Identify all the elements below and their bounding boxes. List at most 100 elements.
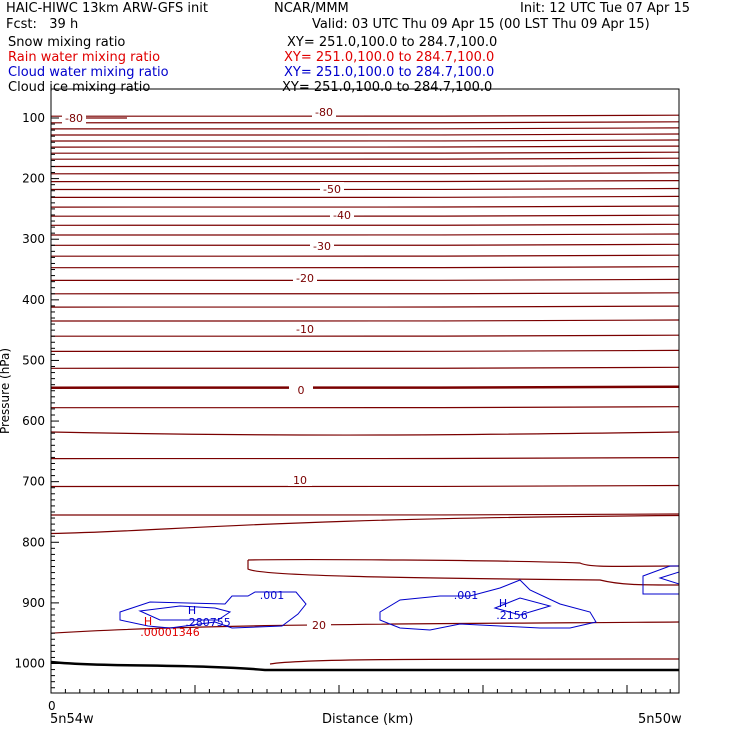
cloud-water-contour — [493, 597, 552, 616]
y-tick-label: 900 — [22, 596, 45, 610]
valid-time: Valid: 03 UTC Thu 09 Apr 15 (00 LST Thu … — [312, 17, 650, 32]
isotherm-line — [50, 151, 680, 154]
isotherm-line — [50, 513, 680, 516]
isotherm-loop — [247, 559, 680, 586]
isotherm-line — [50, 305, 680, 308]
contour-label-bg — [312, 105, 336, 118]
temperature-contours — [50, 114, 680, 672]
contour-label-bg — [289, 383, 313, 396]
isotherm-line — [50, 254, 680, 257]
isotherm-line — [50, 349, 680, 352]
contour-label-bg — [307, 618, 331, 631]
isotherm-line — [50, 114, 680, 117]
temperature-label: 10 — [293, 474, 307, 487]
isotherm-line — [50, 385, 680, 389]
contour-label-bg — [310, 239, 334, 252]
plot-frame — [50, 88, 680, 694]
isotherm-line — [50, 195, 680, 198]
y-tick-label: 1000 — [14, 657, 45, 671]
field-cloudice-xy: XY= 251.0,100.0 to 284.7,100.0 — [282, 80, 493, 95]
temperature-label: -80 — [65, 112, 83, 125]
isotherm-line — [50, 157, 680, 160]
isotherm-line — [50, 431, 680, 436]
plot-border — [50, 88, 680, 694]
x-origin-label: 0 — [48, 699, 56, 713]
x-right-label: 5n50w — [638, 712, 682, 727]
isotherm-line — [50, 233, 680, 236]
pressure-axis: 100 200 300 400 500 600 700 800 900 1000 — [14, 111, 59, 689]
isotherm-line — [50, 457, 680, 460]
cloud-water-contour — [379, 579, 597, 631]
isotherm-line — [50, 172, 680, 175]
contour-label-bg — [330, 208, 354, 221]
cloud-water-label: .280755 — [185, 616, 231, 629]
terrain-line — [50, 660, 679, 672]
contour-label-bg — [288, 473, 312, 486]
field-snow-name: Snow mixing ratio — [8, 35, 126, 50]
contour-label-bg — [320, 182, 344, 195]
y-tick-label: 500 — [22, 353, 45, 367]
y-tick-label: 300 — [22, 232, 45, 246]
cloud-water-label: H — [188, 604, 196, 617]
y-tick-label: 100 — [22, 111, 45, 125]
isotherm-line — [50, 121, 680, 124]
x-axis-title: Distance (km) — [322, 712, 414, 727]
y-tick-label: 400 — [22, 293, 45, 307]
isotherm-line — [50, 366, 680, 369]
cloud-water-contour — [658, 571, 680, 585]
init-time: Init: 12 UTC Tue 07 Apr 15 — [520, 1, 691, 16]
contour-label-bg — [293, 271, 317, 284]
isotherm-line — [50, 334, 680, 337]
field-cloudice-name: Cloud ice mixing ratio — [8, 80, 151, 95]
cloud-water-label: .2156 — [496, 609, 528, 622]
contour-label-bg — [62, 111, 86, 124]
rain-label: H — [144, 615, 152, 628]
isotherm-line — [50, 187, 680, 191]
field-snow-xy: XY= 251.0,100.0 to 284.7,100.0 — [287, 35, 498, 50]
contour-label-bg — [293, 322, 317, 335]
isotherm-line — [50, 243, 680, 246]
temperature-label: 20 — [312, 619, 326, 632]
temperature-label: -20 — [296, 272, 314, 285]
cloud-water-contour — [642, 565, 680, 595]
y-tick-label: 600 — [22, 414, 45, 428]
field-cloudwater-xy: XY= 251.0,100.0 to 284.7,100.0 — [284, 65, 495, 80]
isotherm-line — [50, 266, 680, 269]
isotherm-line — [50, 514, 680, 535]
isotherm-line — [269, 658, 680, 665]
cloud-water-contour — [119, 591, 307, 629]
field-rain-name: Rain water mixing ratio — [8, 50, 161, 65]
temperature-label: -40 — [333, 209, 351, 222]
y-tick-label: 700 — [22, 475, 45, 489]
contour-labels: -80 -80-50-40-30-20-1001020.001H.280755.0… — [62, 105, 528, 639]
isotherm-line — [50, 145, 680, 148]
forecast-hour: Fcst: 39 h — [6, 17, 79, 32]
x-left-label: 5n54w — [50, 712, 94, 727]
y-tick-label: 200 — [22, 172, 45, 186]
temperature-label: -30 — [313, 240, 331, 253]
isotherm-line — [50, 180, 680, 183]
isotherm-line — [50, 278, 680, 281]
model-title: HAIC-HIWC 13km ARW-GFS init — [6, 1, 208, 16]
field-cloudwater-name: Cloud water mixing ratio — [8, 65, 169, 80]
isotherm-line — [50, 205, 680, 208]
isotherm-line — [50, 133, 680, 136]
isotherm-line — [50, 484, 680, 488]
cloud-water-label: H — [499, 597, 507, 610]
temperature-label: 0 — [298, 384, 305, 397]
isotherm-line — [50, 223, 680, 226]
rain-label: .00001346 — [140, 626, 200, 639]
cloud-water-label: .001 — [454, 589, 479, 602]
cloud-water-label: .001 — [260, 589, 285, 602]
y-axis-title: Pressure (hPa) — [0, 347, 13, 435]
isotherm-line — [50, 406, 680, 409]
temperature-label: -80 — [315, 106, 333, 119]
isotherm-line — [50, 319, 680, 322]
isotherm-line — [50, 292, 680, 295]
y-tick-label: 800 — [22, 535, 45, 549]
org-label: NCAR/MMM — [274, 1, 349, 16]
isotherm-line — [50, 214, 680, 217]
isotherm-line — [50, 164, 680, 168]
temperature-label: -50 — [323, 183, 341, 196]
